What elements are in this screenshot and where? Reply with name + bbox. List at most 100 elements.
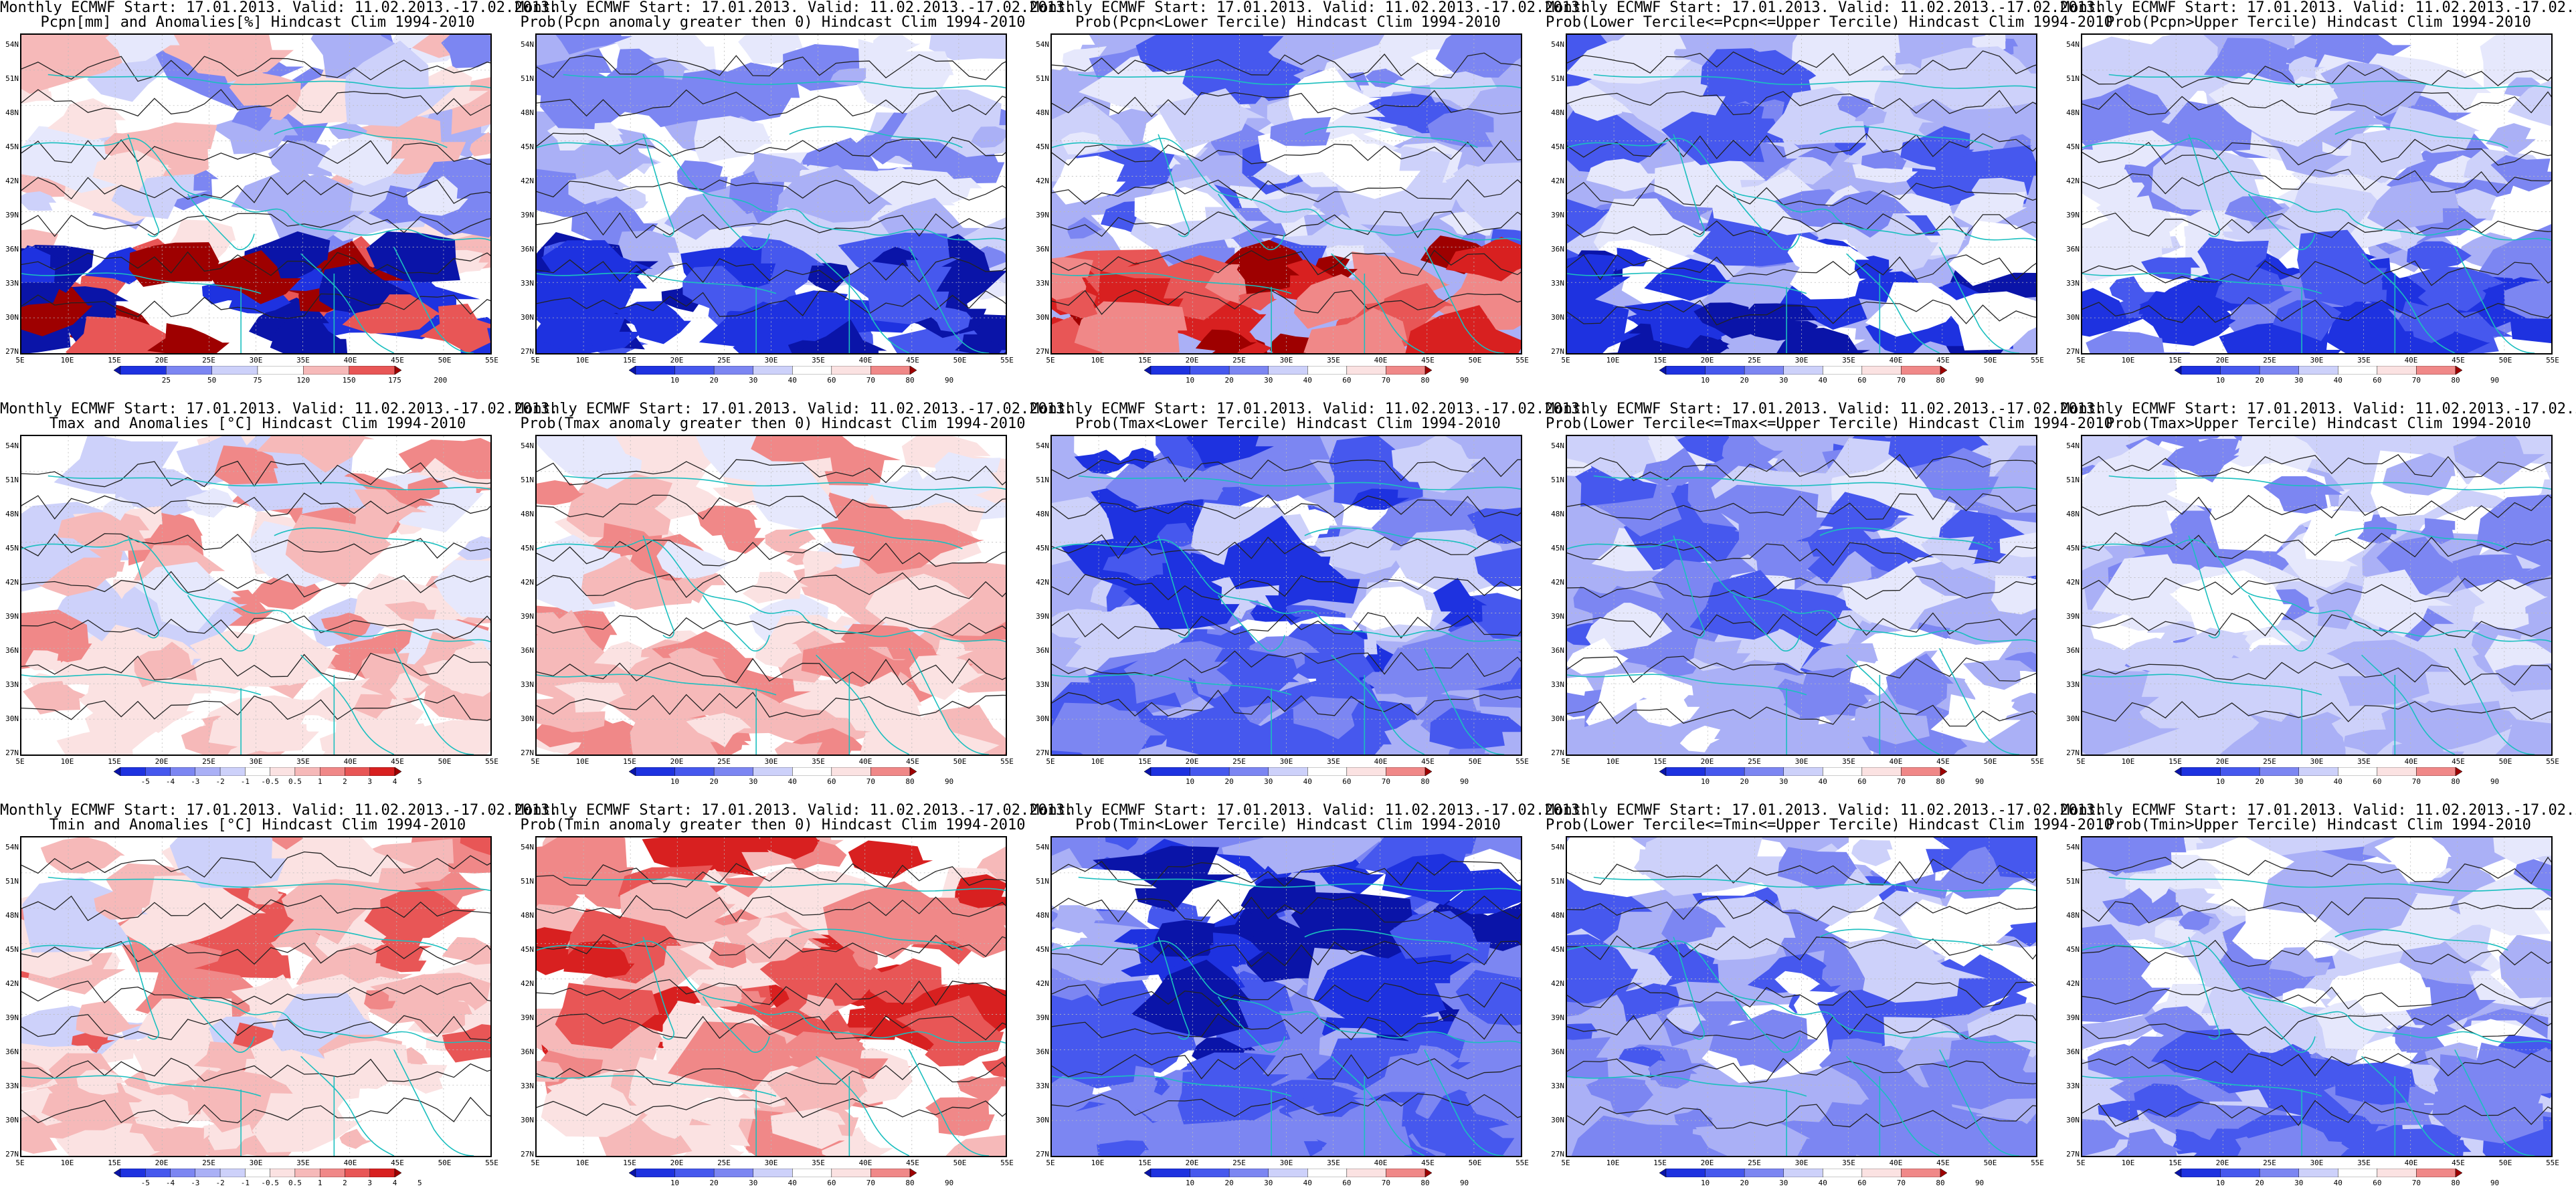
- lon-tick-label: 35E: [812, 757, 825, 766]
- shaded-region: [1918, 46, 2036, 110]
- shaded-region: [105, 35, 180, 64]
- shaded-region: [240, 621, 341, 686]
- lon-tick-label: 40E: [1374, 1159, 1388, 1167]
- coastline: [127, 134, 159, 237]
- lat-tick-label: 39N: [1551, 1013, 1564, 1022]
- shaded-region: [2197, 237, 2269, 283]
- lat-tick-label: 33N: [2066, 279, 2080, 288]
- shaded-region: [873, 35, 921, 59]
- lon-tick-label: 35E: [1842, 356, 1855, 365]
- lat-tick-label: 36N: [5, 646, 19, 655]
- coastline: [1846, 1056, 1940, 1156]
- lon-tick-label: 25E: [1748, 1159, 1761, 1167]
- lat-tick-label: 33N: [1036, 279, 1049, 288]
- lat-tick-label: 39N: [521, 612, 534, 621]
- shaded-region: [541, 1078, 649, 1137]
- lon-tick-label: 40E: [343, 1159, 357, 1167]
- shaded-region: [359, 974, 474, 1024]
- shaded-region: [93, 679, 170, 726]
- lon-tick-label: 5E: [2076, 757, 2086, 766]
- shaded-region: [469, 132, 490, 157]
- colorbar-tick-label: 50: [207, 376, 217, 385]
- shaded-region: [2165, 570, 2292, 639]
- shaded-region: [2395, 1028, 2437, 1052]
- shaded-region: [2173, 1128, 2219, 1155]
- contour-line: [2082, 260, 2551, 286]
- lat-tick-label: 39N: [5, 1013, 19, 1022]
- coastline: [1052, 272, 1292, 294]
- shaded-region: [1166, 702, 1283, 755]
- lat-tick-label: 36N: [1036, 245, 1049, 254]
- lon-tick-label: 50E: [2498, 356, 2512, 365]
- shaded-region: [1679, 725, 1721, 752]
- coastline: [789, 928, 963, 951]
- shaded-region: [2420, 518, 2456, 544]
- lon-tick-label: 45E: [1421, 757, 1435, 766]
- colorbar-tick-label: 30: [1779, 376, 1788, 385]
- shaded-region: [563, 940, 635, 978]
- shaded-region: [1393, 529, 1510, 598]
- colorbar-tick-label: -4: [165, 1179, 175, 1187]
- shaded-region: [21, 245, 56, 284]
- contour-line: [537, 54, 1006, 80]
- coastline: [1052, 1075, 1292, 1097]
- shaded-region: [1885, 653, 1954, 714]
- shaded-region: [929, 35, 1006, 61]
- colorbar-tick-label: 70: [2411, 1179, 2421, 1187]
- shaded-region: [1097, 1140, 1149, 1156]
- coastline: [48, 475, 490, 490]
- colorbar-tick-label: 70: [1896, 376, 1906, 385]
- lat-tick-label: 27N: [5, 347, 19, 356]
- contour-line: [21, 56, 490, 82]
- contour-line: [2082, 454, 2551, 478]
- lon-tick-label: 30E: [1795, 1159, 1809, 1167]
- lon-tick-label: 50E: [1983, 757, 1997, 766]
- shaded-region: [260, 173, 365, 246]
- colorbar: [1144, 1169, 1432, 1177]
- shaded-region: [1851, 839, 1893, 866]
- shaded-region: [1173, 478, 1224, 501]
- shaded-region: [134, 1094, 190, 1129]
- lon-tick-label: 55E: [1515, 757, 1529, 766]
- map-plot-area: [1050, 836, 1522, 1157]
- contour-line: [21, 940, 490, 965]
- panel-subtitle: Prob(Tmin anomaly greater then 0) Hindca…: [520, 817, 1026, 833]
- coastline: [1424, 1049, 1505, 1156]
- shaded-region: [21, 35, 136, 94]
- lon-tick-label: 15E: [623, 1159, 636, 1167]
- lat-tick-label: 45N: [2066, 142, 2080, 151]
- lat-tick-label: 48N: [1036, 108, 1049, 117]
- map-svg: [1567, 837, 2036, 1156]
- colorbar-tick-label: 20: [2255, 376, 2264, 385]
- colorbar-tick-label: -5: [141, 1179, 150, 1187]
- lon-tick-label: 50E: [438, 757, 452, 766]
- panel-title: Monthly ECMWF Start: 17.01.2013. Valid: …: [0, 0, 559, 16]
- lon-tick-label: 10E: [60, 757, 74, 766]
- shaded-region: [641, 1109, 702, 1139]
- colorbar: [2175, 366, 2462, 375]
- colorbar: [1144, 366, 1432, 375]
- shaded-region: [1865, 282, 1971, 337]
- contour-line: [1052, 1053, 1521, 1080]
- lat-tick-label: 36N: [1551, 1047, 1564, 1056]
- shaded-region: [770, 1108, 846, 1149]
- lon-tick-label: 30E: [2310, 757, 2324, 766]
- coastline: [1078, 74, 1521, 89]
- lon-tick-label: 5E: [2076, 356, 2086, 365]
- shaded-region: [1446, 869, 1521, 914]
- lon-tick-label: 15E: [623, 757, 636, 766]
- lat-tick-label: 48N: [2066, 108, 2080, 117]
- shaded-region: [407, 477, 450, 499]
- shaded-region: [2288, 56, 2326, 76]
- lon-tick-label: 35E: [1842, 757, 1855, 766]
- lat-tick-label: 30N: [5, 313, 19, 322]
- shaded-region: [1948, 220, 2036, 286]
- shaded-region: [654, 485, 723, 520]
- lat-tick-label: 33N: [1551, 279, 1564, 288]
- lon-tick-label: 15E: [1138, 1159, 1152, 1167]
- shaded-region: [430, 437, 490, 480]
- contour-line: [537, 1097, 1006, 1118]
- colorbar-tick-label: 70: [866, 1179, 876, 1187]
- colorbar-tick-label: 80: [1936, 376, 1945, 385]
- lat-tick-label: 42N: [1551, 177, 1564, 185]
